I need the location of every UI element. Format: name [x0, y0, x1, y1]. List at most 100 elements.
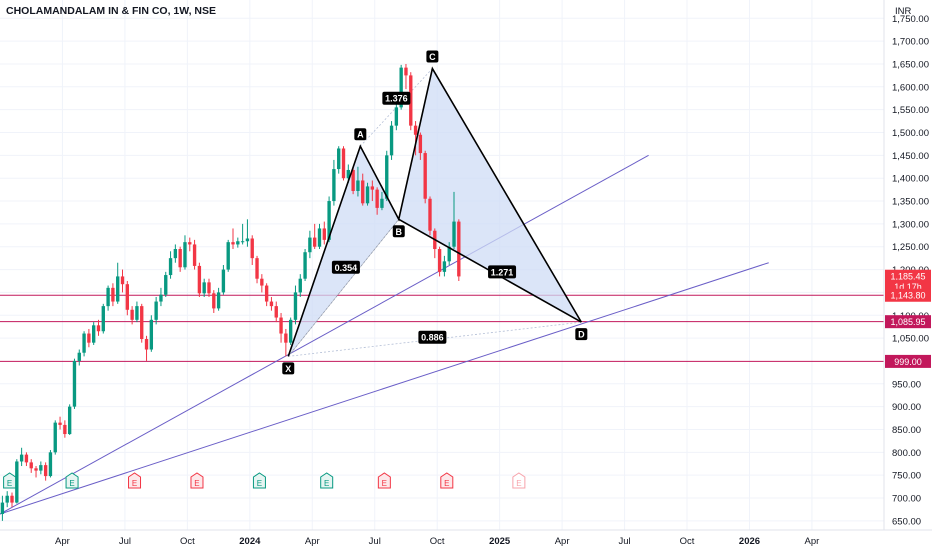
price-tick-label[interactable]: 1,450.00	[892, 151, 929, 162]
ratio-label[interactable]: 0.886	[421, 333, 444, 343]
price-tick-label[interactable]: 950.00	[892, 379, 921, 390]
earnings-marker[interactable]: E	[252, 472, 266, 489]
pattern-point-label[interactable]: D	[578, 330, 585, 340]
earnings-marker-shape[interactable]	[512, 472, 526, 489]
time-tick-label[interactable]: Jul	[119, 536, 131, 547]
candle-body	[423, 153, 427, 199]
earnings-marker-shape[interactable]	[377, 472, 391, 489]
price-tick-label[interactable]: 1,500.00	[892, 128, 929, 139]
time-tick-label[interactable]: Oct	[680, 536, 695, 547]
earnings-marker[interactable]: E	[190, 472, 204, 489]
earnings-marker[interactable]: E	[3, 472, 17, 489]
ratio-badge[interactable]	[418, 330, 447, 344]
pattern-ratio-line[interactable]	[288, 321, 582, 357]
price-tick-label[interactable]: 750.00	[892, 471, 921, 482]
earnings-marker-shape[interactable]	[3, 472, 17, 489]
horizontal-lines[interactable]	[0, 294, 884, 362]
pattern-point-label[interactable]: X	[285, 364, 291, 374]
candle-body	[178, 249, 182, 268]
price-tick-label[interactable]: 1,300.00	[892, 219, 929, 230]
earnings-marker-label[interactable]: E	[194, 479, 199, 488]
earnings-marker-shape[interactable]	[320, 472, 334, 489]
time-tick-label[interactable]: Apr	[55, 536, 70, 547]
time-tick-label[interactable]: Apr	[555, 536, 570, 547]
earnings-marker-shape[interactable]	[65, 472, 79, 489]
pattern-triangle-bcd[interactable]	[398, 68, 582, 323]
earnings-marker-label[interactable]: E	[69, 479, 74, 488]
pattern-xb-line[interactable]	[288, 219, 399, 357]
price-tick-label[interactable]: 1,700.00	[892, 37, 929, 48]
earnings-marker[interactable]: E	[320, 472, 334, 489]
price-tick-label[interactable]: 1,050.00	[892, 334, 929, 345]
time-tick-label[interactable]: Jul	[369, 536, 381, 547]
earnings-marker[interactable]: E	[128, 472, 142, 489]
trendlines[interactable]	[0, 154, 769, 515]
price-tick-label[interactable]: 1,650.00	[892, 59, 929, 70]
ratio-label[interactable]: 1.271	[491, 267, 514, 277]
candle-body	[313, 237, 317, 247]
earnings-marker[interactable]: E	[440, 472, 454, 489]
pattern-point-badge[interactable]	[282, 362, 295, 375]
earnings-marker[interactable]: E	[512, 472, 526, 489]
trendline[interactable]	[0, 154, 649, 515]
time-tick-label[interactable]: 2025	[489, 536, 511, 547]
time-tick-label[interactable]: Apr	[805, 536, 820, 547]
ratio-badge[interactable]	[382, 91, 411, 105]
earnings-marker-shape[interactable]	[440, 472, 454, 489]
pattern-point-badge[interactable]	[426, 50, 439, 63]
candle-body	[116, 276, 120, 302]
price-tick-label[interactable]: 650.00	[892, 516, 921, 527]
time-tick-label[interactable]: Oct	[180, 536, 195, 547]
pattern-ratio-line[interactable]	[287, 219, 400, 357]
time-tick-label[interactable]: 2024	[239, 536, 261, 547]
ratio-label[interactable]: 1.376	[385, 94, 408, 104]
price-tick-label[interactable]: 1,550.00	[892, 105, 929, 116]
ratio-badge[interactable]	[331, 260, 360, 274]
price-tick-label[interactable]: 1,600.00	[892, 82, 929, 93]
pattern-point-label[interactable]: C	[429, 52, 436, 62]
price-tick-label[interactable]: 800.00	[892, 448, 921, 459]
pattern-point-badge[interactable]	[354, 128, 367, 141]
earnings-marker-label[interactable]: E	[324, 479, 329, 488]
currency-label[interactable]: INR	[895, 6, 912, 17]
time-tick-label[interactable]: Apr	[305, 536, 320, 547]
trendline[interactable]	[0, 262, 769, 515]
pattern-point-badge[interactable]	[575, 328, 588, 341]
candle-body	[87, 333, 91, 343]
earnings-marker-label[interactable]: E	[516, 479, 521, 488]
time-axis[interactable]: Apr Jul Oct 2024 Apr Jul Oct 2025 Apr Jul Oct 2026 A…	[55, 536, 819, 547]
ratio-badge[interactable]	[488, 265, 517, 279]
earnings-marker-shape[interactable]	[128, 472, 142, 489]
price-tick-label[interactable]: 1,400.00	[892, 174, 929, 185]
chart-title: CHOLAMANDALAM IN & FIN CO, 1W, NSE	[6, 5, 216, 17]
price-tick-label[interactable]: 900.00	[892, 402, 921, 413]
pattern-point-label[interactable]: B	[396, 227, 403, 237]
candle-body	[96, 325, 101, 332]
price-tick-label[interactable]: 700.00	[892, 494, 921, 505]
candle-body	[452, 221, 456, 247]
earnings-marker-label[interactable]: E	[7, 479, 12, 488]
time-tick-label[interactable]: Oct	[430, 536, 445, 547]
price-tick-label[interactable]: 1,750.00	[892, 14, 929, 25]
time-tick-label[interactable]: Jul	[618, 536, 630, 547]
earnings-marker[interactable]: E	[65, 472, 79, 489]
price-tick-label[interactable]: 1,350.00	[892, 197, 929, 208]
harmonic-pattern[interactable]: X A B C D 1.376 0.354 1.271 0.886	[282, 50, 588, 375]
candle-body	[365, 186, 370, 204]
pattern-point-label[interactable]: A	[357, 130, 364, 140]
pattern-triangle-xab[interactable]	[288, 146, 399, 357]
earnings-marker-label[interactable]: E	[132, 479, 137, 488]
earnings-marker-label[interactable]: E	[382, 479, 387, 488]
earnings-marker[interactable]: E	[377, 472, 391, 489]
pattern-point-badge[interactable]	[392, 225, 405, 238]
earnings-marker-label[interactable]: E	[444, 479, 449, 488]
ratio-label[interactable]: 0.354	[335, 263, 358, 273]
earnings-marker-shape[interactable]	[252, 472, 266, 489]
price-tick-label[interactable]: 850.00	[892, 425, 921, 436]
earnings-marker-label[interactable]: E	[257, 479, 262, 488]
time-tick-label[interactable]: 2026	[739, 536, 760, 547]
price-tick-label[interactable]: 1,250.00	[892, 242, 929, 253]
earnings-marker-shape[interactable]	[190, 472, 204, 489]
